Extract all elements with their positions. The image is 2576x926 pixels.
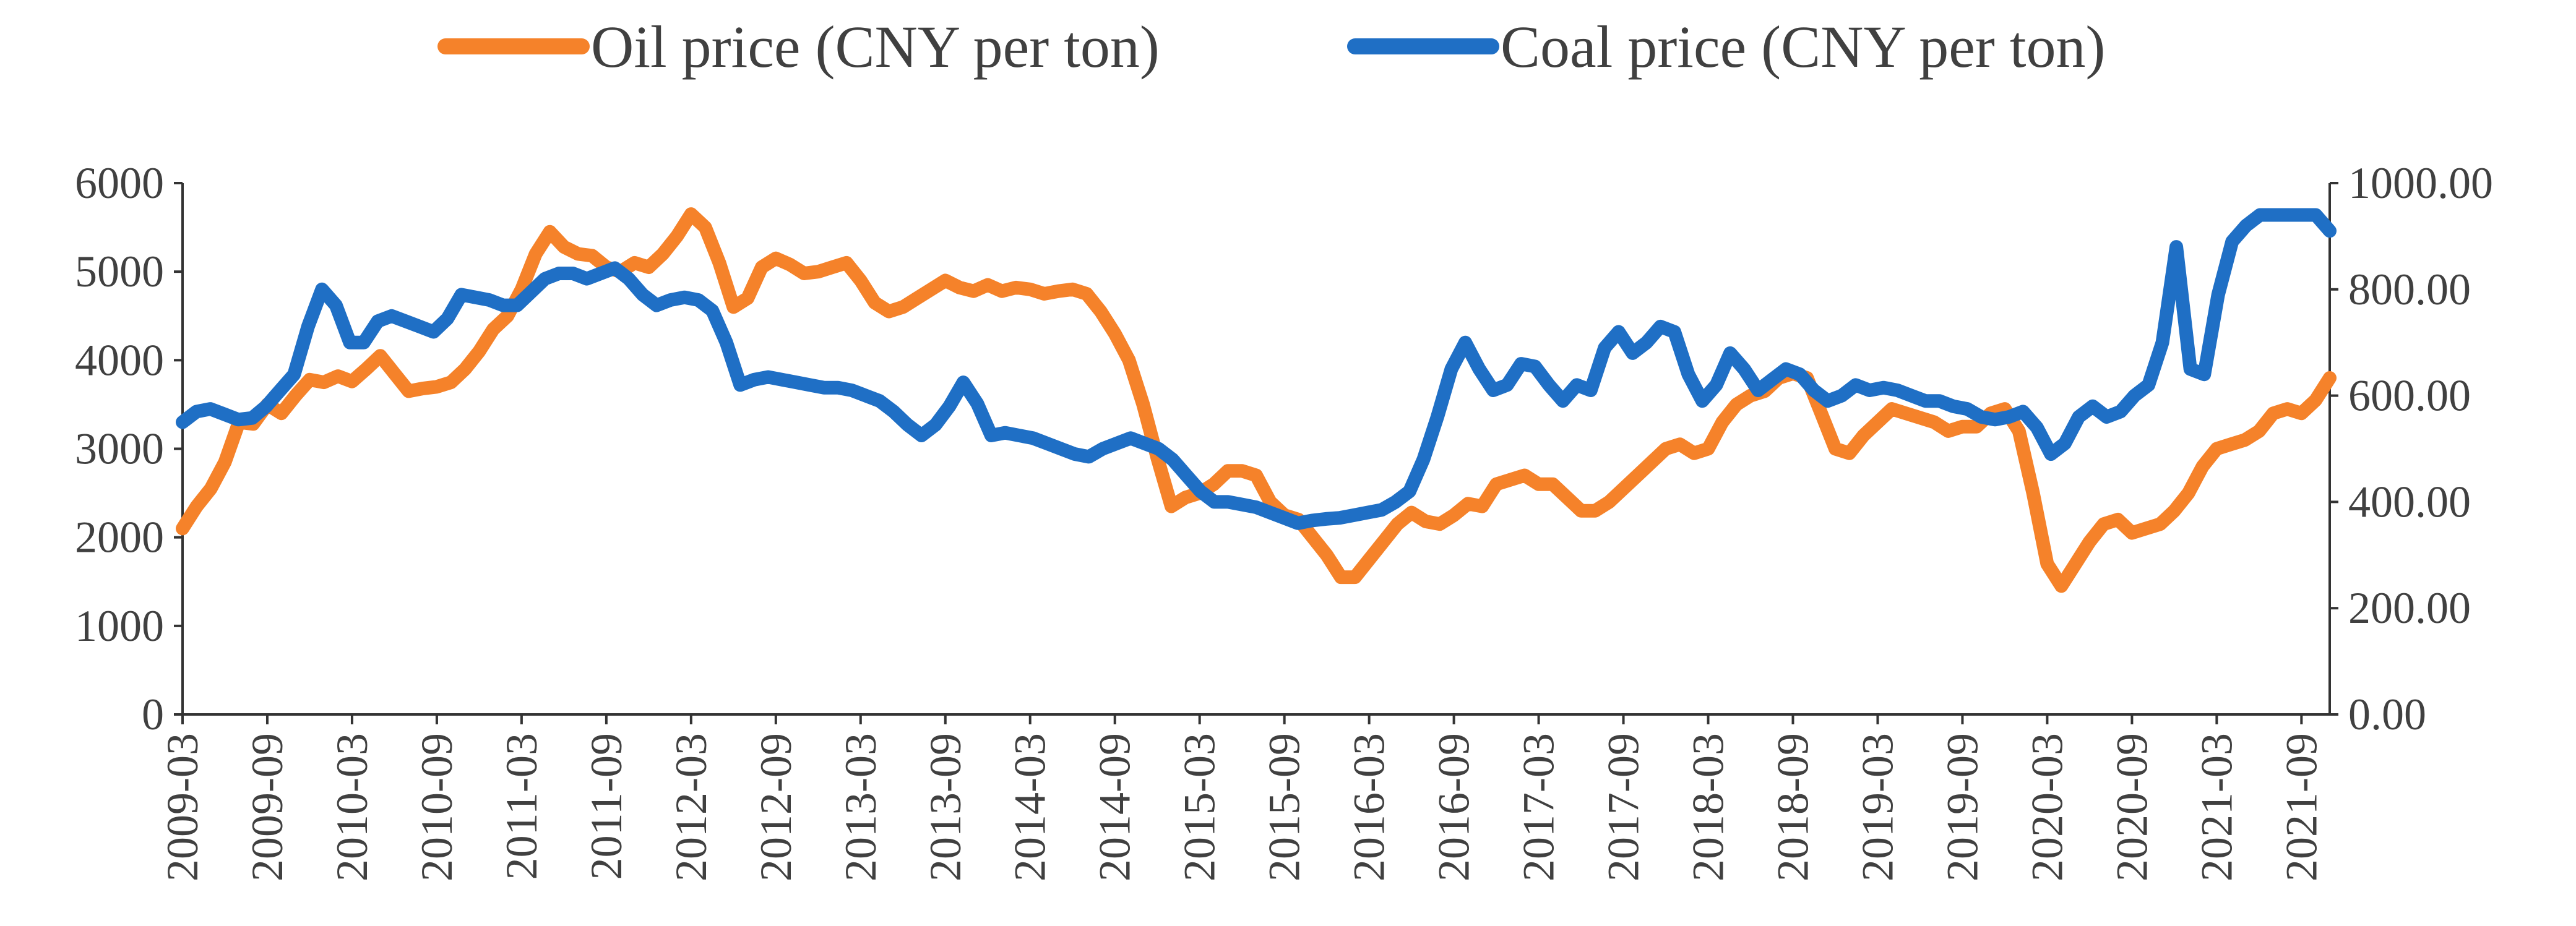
x-tick-label: 2019-09 bbox=[1937, 733, 1987, 881]
series-line-coal bbox=[176, 208, 2337, 530]
legend-label-oil: Oil price (CNY per ton) bbox=[591, 14, 1160, 80]
y-axis-right-ticks: 0.00 200.00 400.00 600.00 800.00 1000.00 bbox=[2330, 158, 2493, 739]
x-tick-label: 2017-09 bbox=[1599, 733, 1648, 881]
y-left-tick-label: 6000 bbox=[75, 158, 164, 208]
y-left-tick-label: 5000 bbox=[75, 247, 164, 296]
y-left-tick-label: 1000 bbox=[75, 601, 164, 651]
y-right-tick-label: 200.00 bbox=[2348, 583, 2471, 633]
x-tick-label: 2009-09 bbox=[243, 733, 292, 881]
x-tick-label: 2017-03 bbox=[1514, 733, 1564, 881]
y-right-tick-label: 800.00 bbox=[2348, 265, 2471, 314]
y-left-tick-label: 0 bbox=[142, 690, 164, 739]
y-left-tick-label: 3000 bbox=[75, 424, 164, 474]
x-tick-label: 2009-03 bbox=[158, 733, 207, 881]
legend-label-coal: Coal price (CNY per ton) bbox=[1501, 14, 2105, 80]
x-tick-label: 2020-03 bbox=[2022, 733, 2072, 881]
x-tick-label: 2018-03 bbox=[1684, 733, 1733, 881]
series-layer bbox=[176, 207, 2337, 593]
x-tick-label: 2014-03 bbox=[1006, 733, 1055, 881]
x-tick-label: 2019-03 bbox=[1853, 733, 1902, 881]
legend: Oil price (CNY per ton) Coal price (CNY … bbox=[437, 14, 2105, 80]
x-tick-label: 2015-03 bbox=[1175, 733, 1225, 881]
x-tick-label: 2016-09 bbox=[1429, 733, 1479, 881]
x-tick-label: 2021-09 bbox=[2277, 733, 2326, 881]
x-tick-label: 2020-09 bbox=[2107, 733, 2156, 881]
x-tick-label: 2016-03 bbox=[1345, 733, 1394, 881]
y-left-tick-label: 4000 bbox=[75, 335, 164, 385]
y-left-tick-label: 2000 bbox=[75, 513, 164, 562]
x-tick-label: 2014-09 bbox=[1090, 733, 1140, 881]
x-tick-label: 2010-03 bbox=[327, 733, 377, 881]
y-right-tick-label: 600.00 bbox=[2348, 371, 2471, 421]
x-tick-label: 2021-03 bbox=[2192, 733, 2241, 881]
y-axis-left-ticks: 0 1000 2000 3000 4000 5000 6000 bbox=[75, 158, 183, 739]
series-line-oil bbox=[176, 207, 2337, 593]
y-right-tick-label: 0.00 bbox=[2348, 690, 2426, 739]
x-tick-label: 2018-09 bbox=[1768, 733, 1818, 881]
x-tick-label: 2012-03 bbox=[666, 733, 716, 881]
x-tick-label: 2011-03 bbox=[497, 733, 546, 880]
x-tick-label: 2012-09 bbox=[751, 733, 801, 881]
x-tick-label: 2015-09 bbox=[1260, 733, 1309, 881]
x-axis-ticks: 2009-03 2009-09 2010-03 2010-09 2011-03 2011-… bbox=[158, 714, 2326, 881]
y-right-tick-label: 1000.00 bbox=[2348, 158, 2493, 208]
x-tick-label: 2011-09 bbox=[582, 733, 631, 880]
axes bbox=[181, 183, 2331, 716]
x-tick-label: 2013-03 bbox=[836, 733, 885, 881]
x-tick-label: 2010-09 bbox=[412, 733, 462, 881]
x-tick-label: 2013-09 bbox=[921, 733, 970, 881]
y-right-tick-label: 400.00 bbox=[2348, 477, 2471, 526]
